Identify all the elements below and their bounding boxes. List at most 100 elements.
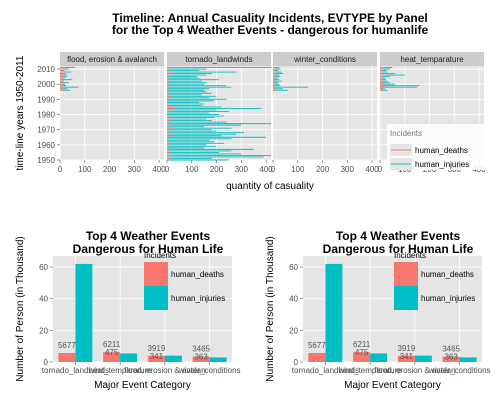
legend-label-human_deaths: human_deaths: [415, 146, 468, 155]
bar-human_injuries: [325, 263, 343, 362]
bar-data-label: 341: [400, 352, 414, 361]
bar-x-tick-label: heat_temparature: [339, 366, 403, 375]
x-tick-label: 300: [235, 165, 249, 174]
bar-human_deaths: [147, 355, 165, 362]
y-tick-label: 1950: [37, 156, 55, 165]
x-tick-label: 400: [259, 165, 273, 174]
bar-data-label: 475: [355, 348, 369, 357]
bar-y-axis-title: Number of Person (in Thousand): [15, 236, 26, 381]
bar-data-label: 3919: [147, 344, 165, 353]
y-axis-title: time-line years 1950-2011: [15, 55, 26, 170]
facet-panel: [60, 66, 164, 160]
bar-human_injuries: [164, 355, 182, 362]
bar-data-label: 3919: [397, 344, 415, 353]
y-tick-label: 1960: [37, 141, 55, 150]
bar-human_injuries: [414, 355, 432, 362]
bar-human_deaths: [308, 353, 326, 362]
y-tick-label: 2000: [37, 80, 55, 89]
bar-legend-label-human_injuries: human_injuries: [171, 294, 225, 303]
bar-x-tick-label: flood, erosion & avalan: [374, 366, 455, 375]
bar-x-axis-title: Major Event Category: [94, 380, 191, 391]
bar-human_injuries: [370, 353, 388, 362]
bar-y-tick-label: 0: [294, 358, 299, 367]
bar-human_deaths: [192, 356, 210, 362]
bar-data-label: 363: [194, 353, 208, 362]
bar-chart-title-line-1: Top 4 Weather Events: [86, 229, 211, 243]
bar-y-tick-label: 40: [289, 295, 298, 304]
y-tick-label: 2010: [37, 65, 55, 74]
facet-panel: [273, 66, 377, 160]
bar-y-tick-label: 40: [39, 295, 48, 304]
bar-data-label: 6211: [103, 340, 121, 349]
bar-chart-title-line-1: Top 4 Weather Events: [336, 229, 461, 243]
x-tick-label: 100: [185, 165, 199, 174]
bar-human_deaths: [442, 356, 460, 362]
facet-strip: [273, 52, 377, 66]
bar-y-tick-label: 20: [289, 326, 298, 335]
facet-strip-label: flood, erosion & avalanch: [67, 55, 157, 64]
bar-legend-label-human_deaths: human_deaths: [421, 270, 474, 279]
bar-data-label: 341: [150, 352, 164, 361]
x-tick-label: 300: [341, 165, 355, 174]
x-tick-label: 0: [165, 165, 170, 174]
x-tick-label: 300: [128, 165, 142, 174]
y-tick-label: 1980: [37, 111, 55, 120]
x-tick-label: 200: [210, 165, 224, 174]
bar-human_injuries: [209, 357, 227, 362]
facet-strip: [380, 52, 484, 66]
x-tick-label: 0: [271, 165, 276, 174]
bar-chart-title-line-2: Dangerous for Human Life: [323, 242, 474, 256]
bar-legend-key-human_injuries: [394, 286, 418, 310]
bar-x-tick-label: flood, erosion & avalan: [124, 366, 205, 375]
bar-legend-key-human_injuries: [144, 286, 168, 310]
legend-label-human_injuries: human_injuries: [415, 160, 469, 169]
bar-human_injuries: [459, 357, 477, 362]
x-tick-label: 100: [78, 165, 92, 174]
facet-strip: [167, 52, 271, 66]
bar-data-label: 6211: [353, 340, 371, 349]
bar-data-label: 3465: [192, 345, 210, 354]
x-tick-label: 400: [365, 165, 379, 174]
bar-x-tick-label: winter_conditions: [428, 366, 491, 375]
bar-y-tick-label: 60: [289, 263, 298, 272]
bar-human_deaths: [353, 352, 371, 362]
bar-x-tick-label: winter_conditions: [178, 366, 241, 375]
bar-human_deaths: [58, 353, 76, 362]
bar-legend-label-human_deaths: human_deaths: [171, 270, 224, 279]
bar-human_injuries: [75, 263, 93, 362]
bar-y-axis-title: Number of Person (in Thousand): [265, 236, 276, 381]
bar-legend-title: Incidents: [394, 251, 426, 260]
bar-legend-title: Incidents: [144, 251, 176, 260]
x-axis-title: quantity of casuality: [226, 181, 314, 192]
y-tick-label: 1970: [37, 126, 55, 135]
bar-data-label: 3465: [442, 345, 460, 354]
bar-x-tick-label: tornado_landwinds: [292, 366, 359, 375]
facet-strip-label: heat_temparature: [400, 55, 464, 64]
bar-legend-label-human_injuries: human_injuries: [421, 294, 475, 303]
legend-title: Incidents: [390, 129, 422, 138]
x-tick-label: 200: [316, 165, 330, 174]
bar-legend-key-human_deaths: [394, 262, 418, 286]
bar-chart-title-line-2: Dangerous for Human Life: [73, 242, 224, 256]
x-tick-label: 100: [291, 165, 305, 174]
bar-y-tick-label: 0: [44, 358, 49, 367]
x-tick-label: 0: [58, 165, 63, 174]
bar-legend-key-human_deaths: [144, 262, 168, 286]
bar-y-tick-label: 60: [39, 263, 48, 272]
x-tick-label: 400: [152, 165, 166, 174]
bar-y-tick-label: 20: [39, 326, 48, 335]
x-tick-label: 200: [103, 165, 117, 174]
bar-data-label: 5677: [58, 341, 76, 350]
bar-data-label: 363: [444, 353, 458, 362]
chart-title-line-2: for the Top 4 Weather Events - dangerous…: [112, 23, 429, 37]
facet-strip-label: tornado_landwinds: [185, 55, 252, 64]
chart-title-line-1: Timeline: Annual Casuality Incidents, EV…: [112, 11, 427, 25]
x-tick-label: 0: [378, 165, 383, 174]
facet-strip: [60, 52, 164, 66]
bar-human_injuries: [120, 353, 138, 362]
bar-x-tick-label: heat_temparature: [89, 366, 153, 375]
bar-x-axis-title: Major Event Category: [344, 380, 441, 391]
facet-strip-label: winter_conditions: [293, 55, 356, 64]
